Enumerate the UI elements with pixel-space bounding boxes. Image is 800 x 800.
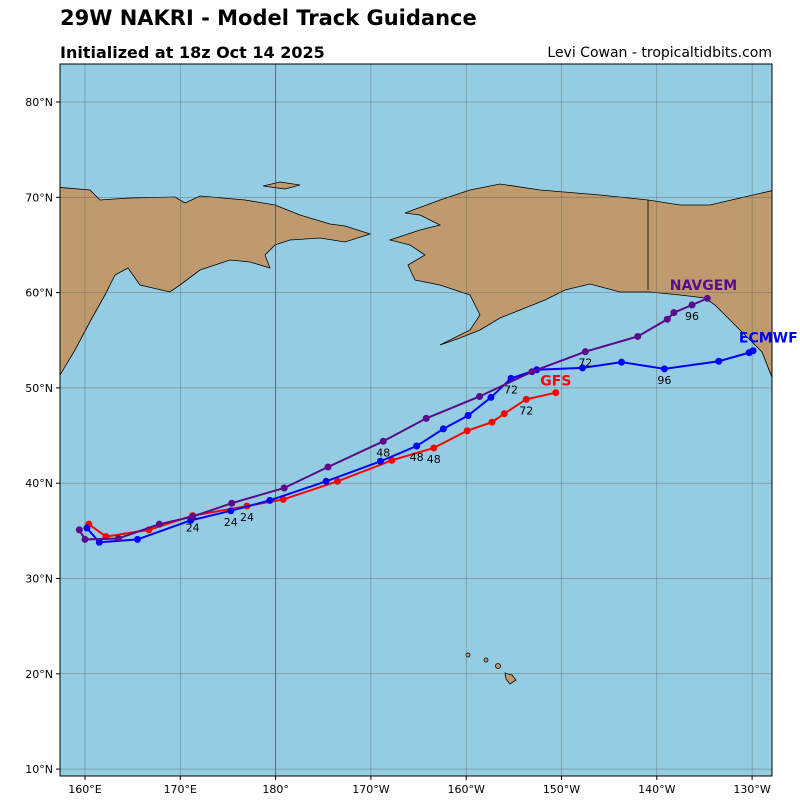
track-navgem: 24 48 72 96 NAVGEM [75, 278, 737, 543]
track-point [688, 301, 696, 309]
forecast-hour-label: 96 [685, 310, 699, 323]
track-point [189, 513, 197, 521]
lat-tick-label: 70°N [25, 191, 53, 204]
model-name-label: NAVGEM [670, 278, 737, 294]
hawaii-island [483, 657, 489, 663]
map-frame [59, 63, 773, 777]
track-point [500, 410, 508, 418]
track-point [703, 294, 711, 302]
lat-tick-label: 80°N [25, 96, 53, 109]
track-point [279, 495, 287, 503]
lon-tick-label: 160°E [68, 783, 101, 796]
track-point [322, 477, 330, 485]
track-point [334, 477, 342, 485]
track-point [715, 357, 723, 365]
track-point [439, 425, 447, 433]
forecast-hour-label: 48 [410, 451, 424, 464]
track-point [81, 535, 89, 543]
track-point [95, 538, 103, 546]
track-point [430, 444, 438, 452]
track-point [75, 526, 83, 534]
lat-tick-label: 50°N [25, 382, 53, 395]
track-point [379, 437, 387, 445]
track-point [749, 347, 757, 355]
hawaii-island [465, 652, 471, 658]
init-time: Initialized at 18z Oct 14 2025 [60, 43, 325, 62]
forecast-hour-label: 24 [224, 516, 238, 529]
lon-tick-label: 170°E [164, 783, 197, 796]
track-point [388, 456, 396, 464]
track-point [422, 414, 430, 422]
russia-landmass [60, 187, 372, 376]
track-point [227, 507, 235, 515]
lat-tick-label: 40°N [25, 477, 53, 490]
track-point [280, 484, 288, 492]
track-point [578, 364, 586, 372]
lon-tick-label: 140°W [638, 783, 675, 796]
track-point [463, 427, 471, 435]
track-point [114, 534, 122, 542]
lon-tick-label: 130°W [733, 783, 770, 796]
forecast-hour-label: 48 [376, 446, 390, 459]
track-point [522, 395, 530, 403]
hawaii-island [495, 663, 501, 669]
st-lawrence-island [262, 181, 301, 190]
forecast-hour-label: 24 [240, 511, 254, 524]
model-name-label: GFS [540, 373, 571, 389]
forecast-hour-label: 72 [578, 357, 592, 370]
forecast-hour-label: 72 [519, 404, 533, 417]
credit: Levi Cowan - tropicaltidbits.com [547, 45, 772, 61]
track-point [376, 457, 384, 465]
chart-title: 29W NAKRI - Model Track Guidance [60, 6, 477, 30]
forecast-hour-label: 24 [186, 522, 200, 535]
track-point [324, 463, 332, 471]
track-point [133, 535, 141, 543]
track-point [155, 520, 163, 528]
track-point [476, 392, 484, 400]
hawaii-big-island [504, 672, 517, 685]
track-ecmwf: 24 48 72 96 ECMWF [83, 330, 798, 546]
track-line [86, 349, 754, 544]
ocean [60, 64, 772, 776]
forecast-hour-label: 72 [504, 383, 518, 396]
track-point [552, 389, 560, 397]
track-point [413, 442, 421, 450]
model-name-label: ECMWF [739, 330, 798, 346]
track-point [228, 499, 236, 507]
track-point [488, 418, 496, 426]
forecast-hour-label: 96 [657, 374, 671, 387]
track-point [663, 315, 671, 323]
track-point [660, 365, 668, 373]
track-point [670, 309, 678, 317]
track-point [528, 368, 536, 376]
lon-tick-label: 160°W [448, 783, 485, 796]
lat-tick-label: 60°N [25, 287, 53, 300]
track-point [83, 524, 91, 532]
lat-tick-label: 20°N [25, 668, 53, 681]
lon-tick-label: 170°W [352, 783, 389, 796]
track-point [618, 358, 626, 366]
lat-tick-label: 10°N [25, 763, 53, 776]
track-point [266, 496, 274, 504]
lon-tick-label: 150°W [543, 783, 580, 796]
forecast-hour-label: 48 [427, 453, 441, 466]
track-point [581, 348, 589, 356]
lat-tick-label: 30°N [25, 573, 53, 586]
track-point [634, 332, 642, 340]
track-point [464, 412, 472, 420]
track-point [487, 393, 495, 401]
alaska-landmass [388, 183, 772, 379]
lon-tick-label: 180° [262, 783, 289, 796]
